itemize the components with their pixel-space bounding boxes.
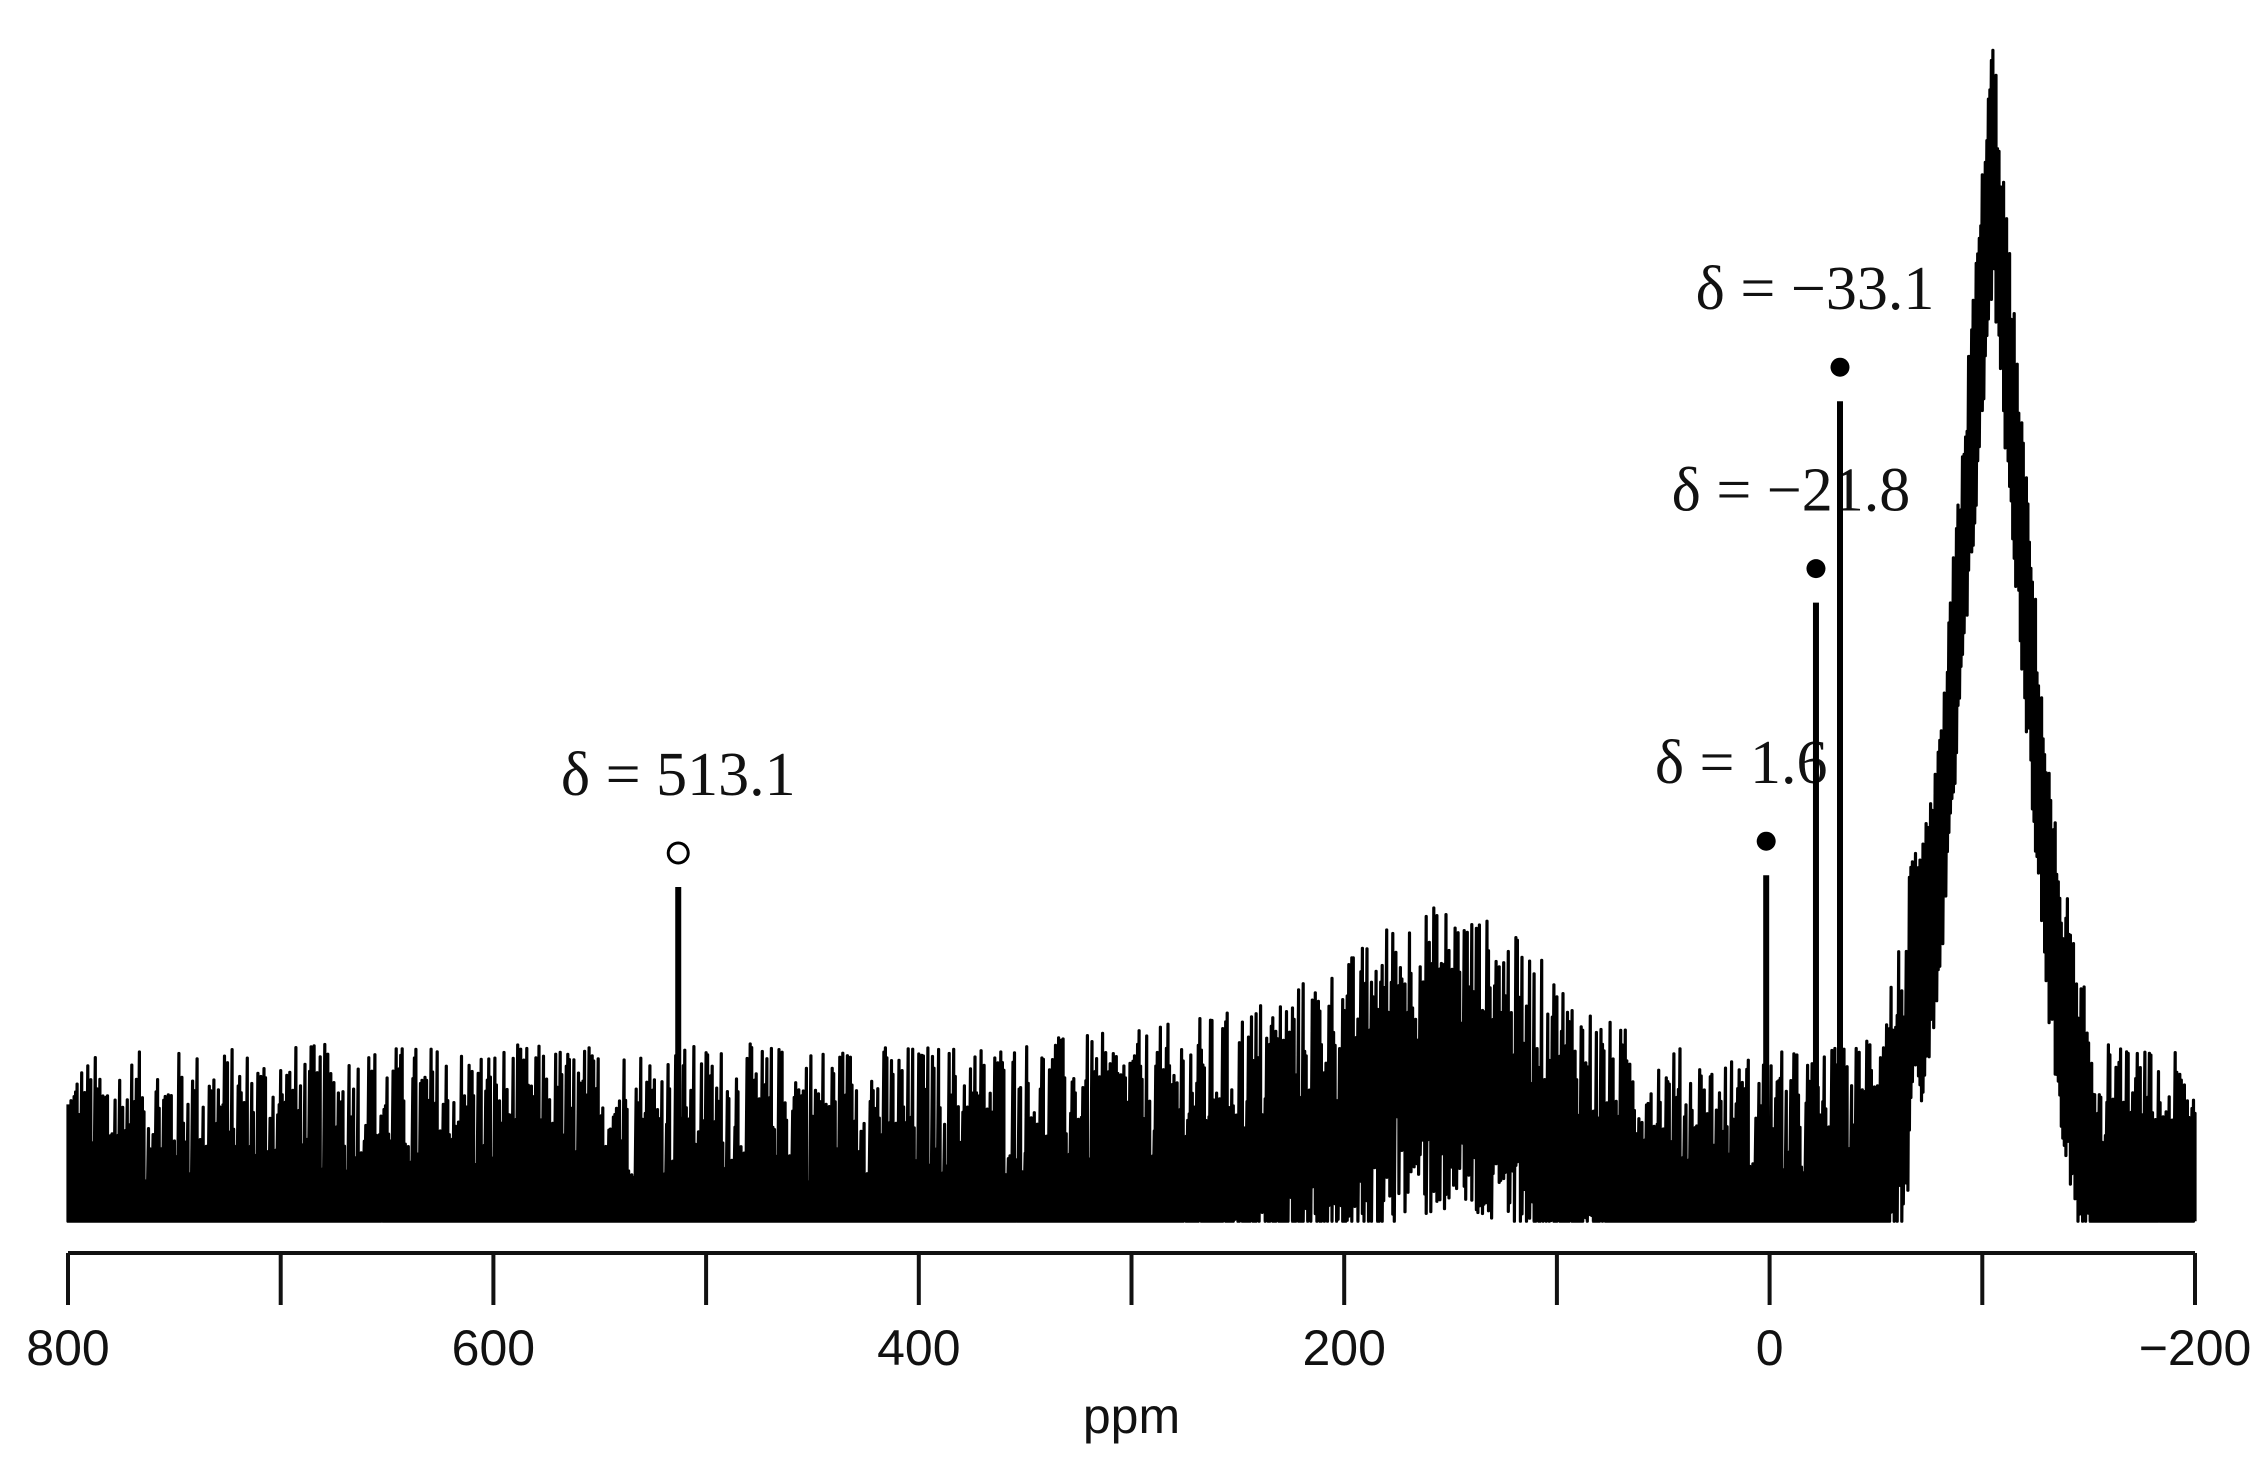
x-tick-label: 400	[877, 1320, 960, 1376]
peaks-layer: δ = 513.1 δ = 1.6 δ = −21.8 δ = −33.1	[561, 255, 1934, 1197]
peak-marker-open	[666, 841, 690, 865]
peak-label: δ = 513.1	[561, 741, 796, 809]
spectrum-layer	[66, 48, 2197, 1223]
x-axis-label: ppm	[1083, 1388, 1180, 1444]
peak-label: δ = 1.6	[1655, 729, 1828, 797]
x-axis: 800 600 400 200 0 −200 ppm	[26, 1251, 2251, 1444]
peak-label: δ = −21.8	[1672, 457, 1911, 525]
x-tick-label: 0	[1756, 1320, 1784, 1376]
peak-marker-filled	[1830, 357, 1850, 377]
x-tick-label: 800	[26, 1320, 109, 1376]
x-tick-label: 200	[1302, 1320, 1385, 1376]
spectrum-trace	[66, 48, 2197, 1223]
x-tick-label: −200	[2139, 1320, 2252, 1376]
peak-marker-filled	[1806, 559, 1826, 579]
peak-marker-filled	[1756, 831, 1776, 851]
x-ticks: 800 600 400 200 0 −200	[26, 1253, 2251, 1376]
x-tick-label: 600	[452, 1320, 535, 1376]
peak-label: δ = −33.1	[1696, 255, 1935, 323]
